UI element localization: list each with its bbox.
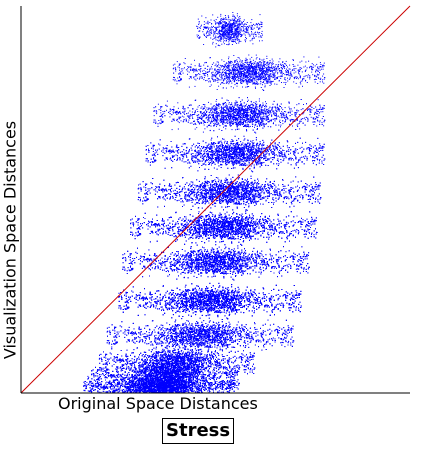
scatter-point [97, 390, 98, 391]
scatter-point [182, 390, 183, 391]
scatter-point [207, 387, 208, 388]
scatter-point [175, 387, 176, 388]
scatter-point [220, 388, 221, 389]
scatter-point [157, 392, 158, 393]
scatter-point [113, 389, 114, 390]
scatter-point [96, 383, 97, 384]
scatter-point [230, 388, 231, 389]
scatter-point [193, 388, 194, 389]
scatter-point [215, 385, 216, 386]
scatter-point [202, 385, 203, 386]
scatter-point [226, 384, 227, 385]
scatter-point [187, 391, 188, 392]
scatter-point [88, 390, 89, 391]
scatter-points [83, 12, 325, 393]
scatter-point [219, 386, 220, 387]
scatter-point [205, 388, 206, 389]
scatter-point [124, 384, 125, 385]
scatter-point [219, 390, 220, 391]
scatter-point [224, 389, 225, 390]
scatter-point [86, 382, 87, 383]
scatter-point [88, 377, 89, 378]
scatter-point [103, 391, 104, 392]
scatter-point [106, 382, 107, 383]
scatter-point [112, 391, 113, 392]
scatter-point [117, 386, 118, 387]
scatter-point [207, 391, 208, 392]
scatter-point [213, 390, 214, 391]
scatter-point [87, 385, 88, 386]
scatter-point [217, 388, 218, 389]
scatter-point [186, 383, 187, 384]
scatter-point [99, 382, 100, 383]
scatter-point [148, 391, 149, 392]
scatter-point [203, 389, 204, 390]
scatter-point [234, 377, 235, 378]
scatter-point [219, 377, 220, 378]
scatter-point [219, 382, 220, 383]
scatter-point [128, 377, 129, 378]
scatter-point [213, 388, 214, 389]
scatter-point [209, 385, 210, 386]
scatter-point [85, 390, 86, 391]
scatter-point [119, 390, 120, 391]
scatter-point [87, 376, 88, 377]
scatter-point [85, 383, 86, 384]
scatter-point [104, 384, 105, 385]
scatter-point [208, 384, 209, 385]
scatter-point [103, 389, 104, 390]
scatter-point [131, 377, 132, 378]
scatter-point [216, 381, 217, 382]
scatter-point [119, 391, 120, 392]
scatter-point [213, 392, 214, 393]
scatter-point [118, 381, 119, 382]
scatter-point [198, 385, 199, 386]
